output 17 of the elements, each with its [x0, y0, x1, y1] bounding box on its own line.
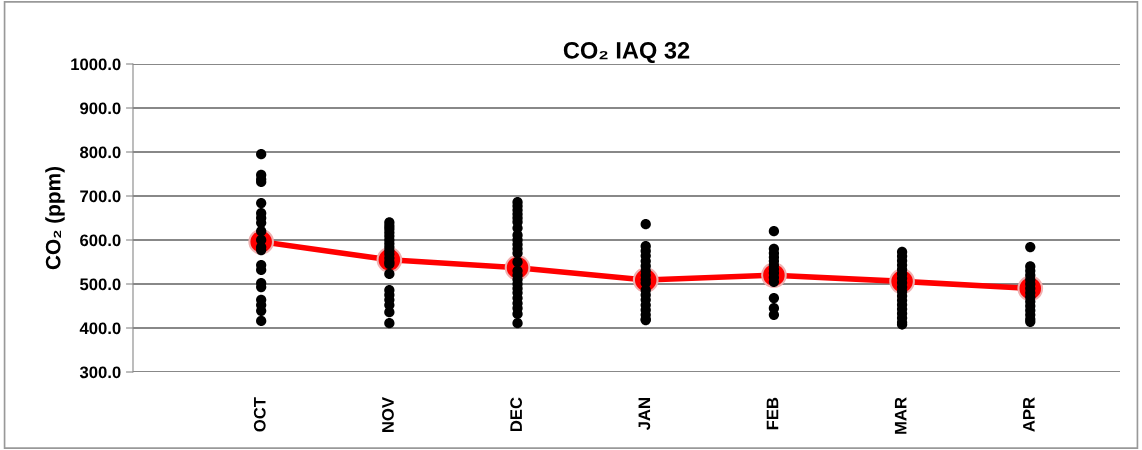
- chart-title: CO₂ IAQ 32: [563, 41, 690, 64]
- y-tick-label: 300.0: [79, 366, 121, 379]
- y-tick-label: 600.0: [80, 234, 121, 247]
- y-tick-label: 1000.0: [71, 58, 121, 71]
- y-tick-label: 800.0: [80, 146, 121, 159]
- y-tick-label: 400.0: [79, 322, 121, 335]
- x-tick-label: JAN: [638, 398, 651, 431]
- x-tick-label: NOV: [382, 397, 394, 432]
- x-tick-label: APR: [1023, 397, 1035, 432]
- y-axis-title: CO₂ (ppm): [45, 166, 65, 270]
- y-tick-label: 500.0: [80, 278, 121, 291]
- x-tick-label: MAR: [894, 397, 907, 434]
- x-tick-label: OCT: [253, 397, 266, 432]
- y-tick-label: 900.0: [80, 102, 121, 115]
- x-tick-label: DEC: [510, 397, 523, 432]
- x-tick-label: FEB: [766, 397, 779, 430]
- y-tick-label: 700.0: [80, 190, 121, 203]
